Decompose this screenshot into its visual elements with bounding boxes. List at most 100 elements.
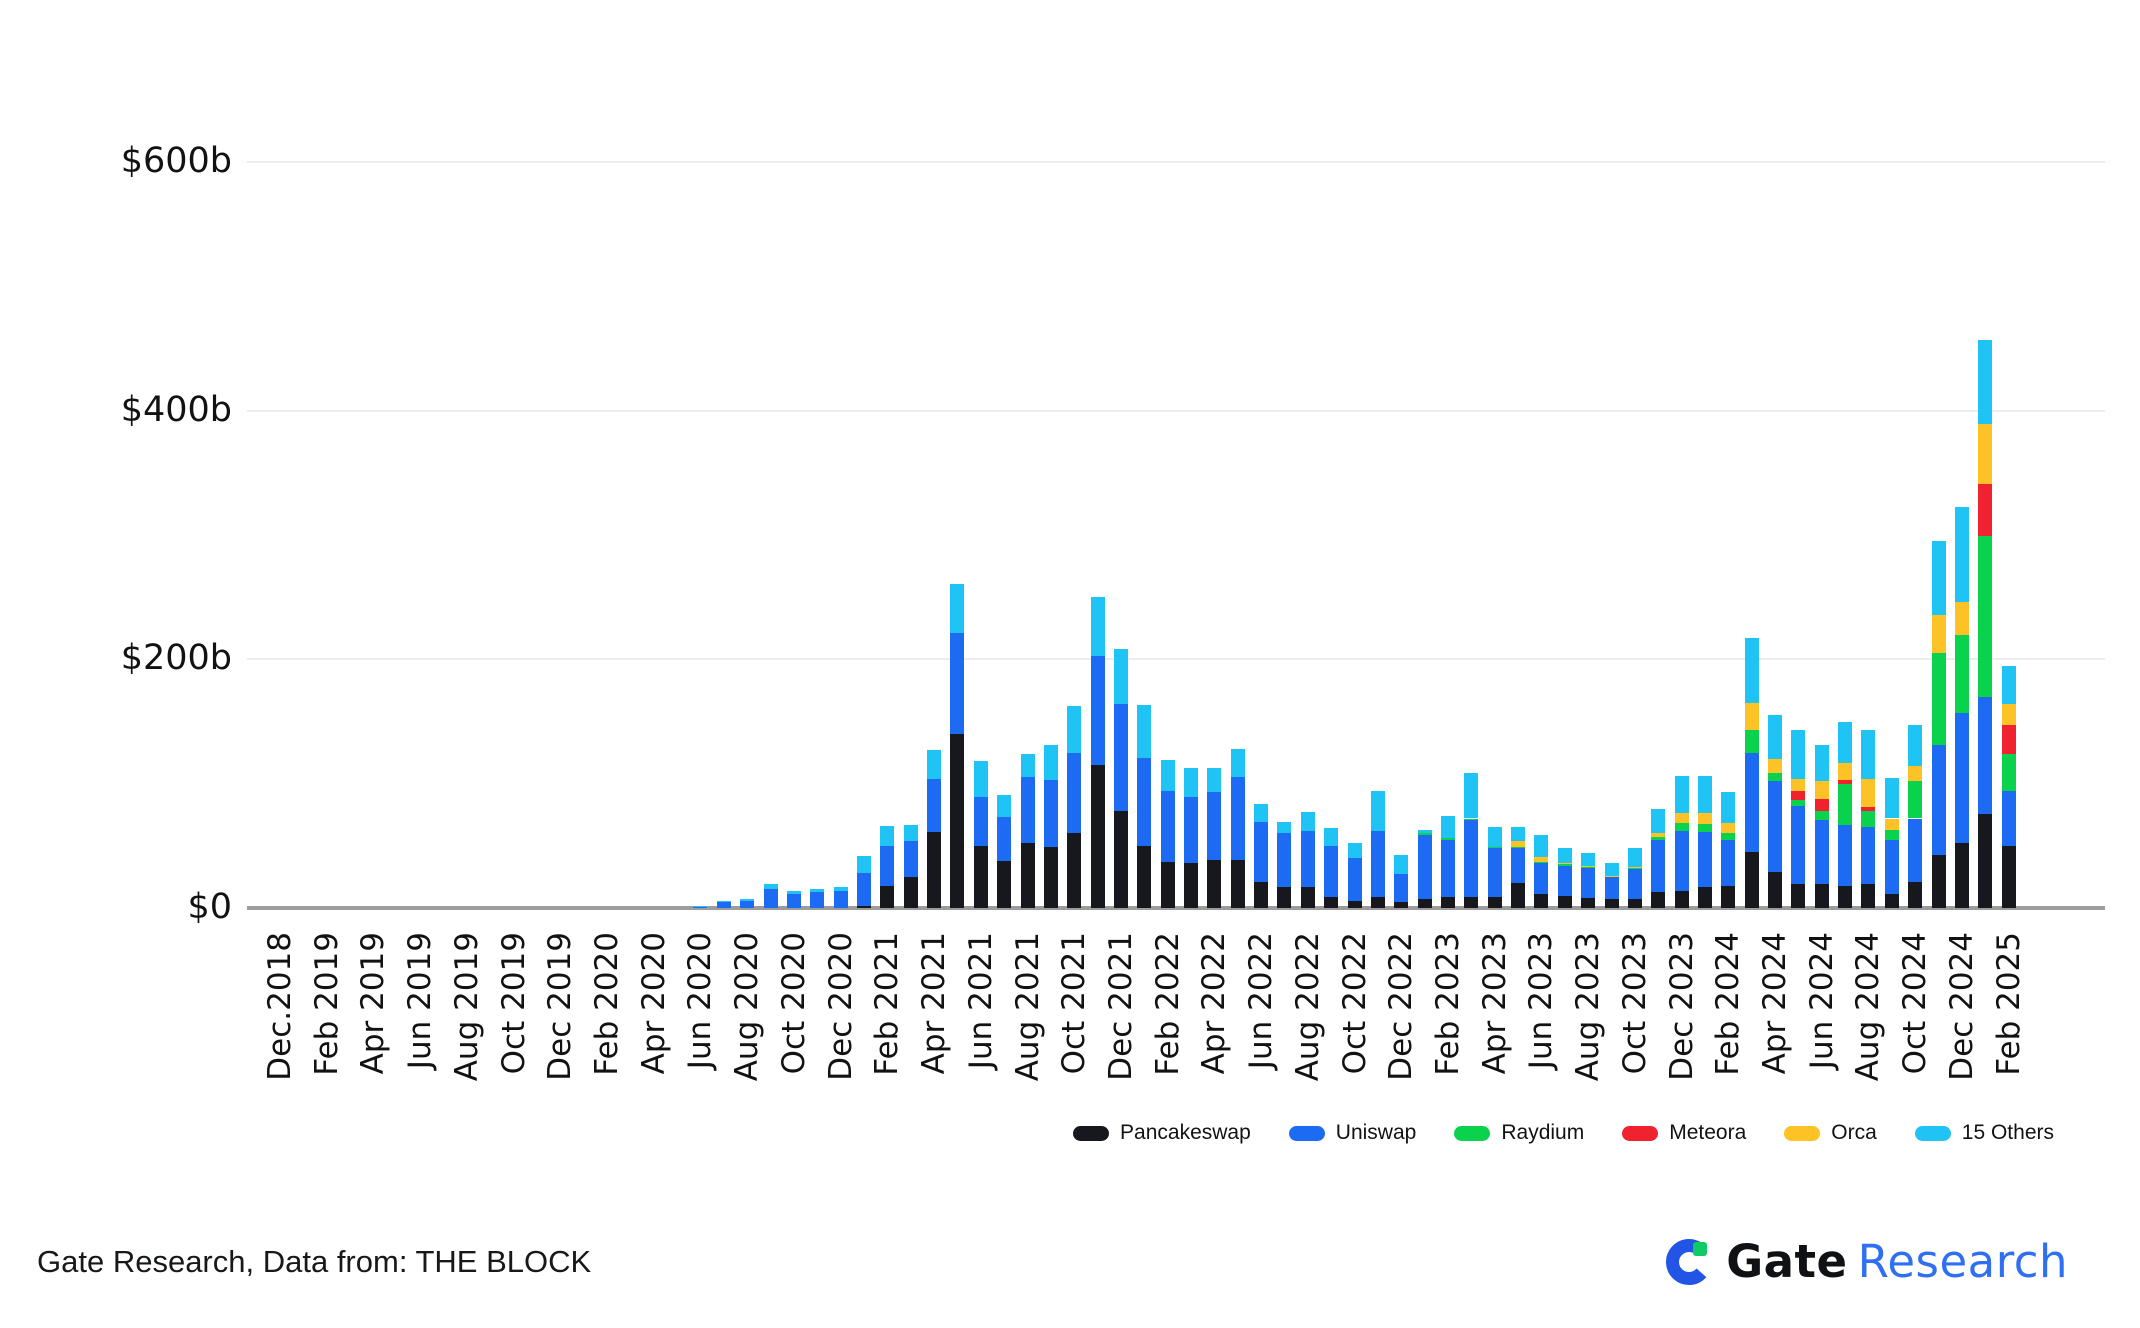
- gate-logo-icon: [1664, 1235, 1716, 1287]
- bar-segment-pancakeswap-Mar-2021: [903, 876, 918, 908]
- x-tick-label-Feb-2023: Feb 2023: [1430, 932, 1466, 1076]
- bar-segment-uniswap-Dec-2020: [833, 891, 848, 908]
- legend-swatch-meteora: [1622, 1125, 1659, 1141]
- bar-segment-uniswap-Mar-2022: [1184, 797, 1199, 864]
- bar-segment-pancakeswap-Mar-2023: [1464, 896, 1479, 908]
- bar-segment-raydium-Apr-2023: [1487, 847, 1502, 849]
- bar-segment-uniswap-Mar-2023: [1464, 819, 1479, 897]
- bar-segment-pancakeswap-Oct-2022: [1347, 900, 1362, 908]
- bar-segment-15-others-Jun-2022: [1254, 803, 1269, 823]
- bar-segment-15-others-Jun-2023: [1534, 835, 1549, 858]
- bar-segment-pancakeswap-Oct-2024: [1908, 881, 1923, 908]
- bar-segment-pancakeswap-Sep-2024: [1884, 894, 1899, 908]
- x-tick-label-Oct-2019: Oct 2019: [495, 932, 532, 1075]
- bar-segment-pancakeswap-Apr-2024: [1768, 871, 1783, 908]
- bar-segment-uniswap-Sep-2023: [1604, 876, 1619, 900]
- bar-segment-pancakeswap-Feb-2025: [2001, 845, 2016, 908]
- x-tick-label-Dec-2018: Dec.2018: [262, 932, 298, 1081]
- bar-segment-15-others-Jul-2024: [1838, 721, 1853, 764]
- bar-segment-raydium-Aug-2024: [1861, 811, 1876, 828]
- bar-segment-orca-Apr-2024: [1768, 758, 1783, 773]
- bar-segment-15-others-Sep-2021: [1043, 744, 1058, 780]
- bar-segment-uniswap-Feb-2021: [880, 845, 895, 886]
- bar-segment-orca-Dec-2024: [1954, 602, 1969, 635]
- bar-segment-uniswap-Apr-2022: [1207, 792, 1222, 860]
- bar-segment-pancakeswap-Jul-2024: [1838, 885, 1853, 908]
- bar-segment-raydium-Oct-2024: [1908, 781, 1923, 819]
- bar-segment-uniswap-May-2024: [1791, 806, 1806, 885]
- legend-swatch-15-others: [1914, 1125, 1951, 1141]
- legend-item-raydium: Raydium: [1454, 1121, 1584, 1145]
- bar-segment-orca-Dec-2023: [1674, 812, 1689, 823]
- x-tick-label-Jun-2021: Jun 2021: [962, 932, 999, 1070]
- x-tick-label-Oct-2022: Oct 2022: [1336, 932, 1373, 1075]
- bar-segment-pancakeswap-Nov-2021: [1090, 765, 1105, 908]
- bar-segment-uniswap-Jul-2022: [1277, 833, 1292, 887]
- x-tick-label-Apr-2019: Apr 2019: [355, 932, 392, 1075]
- bar-segment-uniswap-Apr-2021: [927, 778, 942, 833]
- bar-segment-uniswap-Aug-2022: [1300, 830, 1315, 887]
- bar-segment-uniswap-Feb-2022: [1160, 791, 1175, 862]
- bar-segment-15-others-May-2022: [1230, 748, 1245, 778]
- legend-label: Uniswap: [1335, 1121, 1417, 1144]
- bar-segment-uniswap-Dec-2021: [1113, 704, 1128, 812]
- bar-segment-uniswap-Jul-2020: [716, 902, 731, 908]
- bar-segment-uniswap-Aug-2024: [1861, 827, 1876, 885]
- bar-segment-meteora-May-2024: [1791, 791, 1806, 800]
- x-tick-label-Apr-2024: Apr 2024: [1757, 932, 1794, 1075]
- bar-segment-raydium-Feb-2024: [1721, 832, 1736, 840]
- bar-segment-orca-Jun-2023: [1534, 857, 1549, 862]
- bar-segment-orca-Sep-2024: [1884, 818, 1899, 831]
- bar-segment-uniswap-Sep-2020: [763, 888, 778, 908]
- bar-segment-15-others-Feb-2025: [2001, 665, 2016, 705]
- x-tick-label-Aug-2021: Aug 2021: [1009, 932, 1046, 1082]
- x-tick-label-Aug-2022: Aug 2022: [1289, 932, 1326, 1082]
- bar-segment-pancakeswap-Jul-2023: [1557, 895, 1572, 908]
- x-tick-label-Dec-2023: Dec 2023: [1663, 932, 1700, 1081]
- x-tick-label-Oct-2024: Oct 2024: [1897, 932, 1934, 1075]
- bar-segment-raydium-Feb-2023: [1441, 838, 1455, 840]
- x-tick-label-Aug-2023: Aug 2023: [1570, 932, 1607, 1082]
- bar-segment-pancakeswap-Dec-2021: [1113, 811, 1128, 908]
- bar-segment-meteora-Jan-2025: [1978, 484, 1993, 537]
- bar-segment-15-others-Jan-2022: [1137, 705, 1152, 758]
- bar-segment-15-others-Aug-2024: [1861, 730, 1876, 780]
- bar-segment-orca-Nov-2024: [1931, 614, 1946, 654]
- bar-segment-15-others-Oct-2024: [1908, 724, 1923, 767]
- bar-segment-uniswap-Oct-2020: [786, 893, 801, 908]
- bar-segment-15-others-Dec-2020: [833, 886, 848, 892]
- bar-segment-raydium-Sep-2024: [1884, 830, 1899, 841]
- bar-segment-raydium-Mar-2023: [1464, 818, 1479, 820]
- x-tick-label-Jun-2023: Jun 2023: [1523, 932, 1560, 1070]
- bar-segment-15-others-Jun-2024: [1814, 744, 1829, 781]
- bar-segment-orca-Jun-2024: [1814, 780, 1829, 800]
- bar-segment-raydium-Dec-2023: [1674, 822, 1689, 831]
- bar-segment-15-others-Sep-2023: [1604, 863, 1619, 876]
- bar-segment-raydium-Aug-2023: [1581, 866, 1596, 868]
- bar-segment-uniswap-Nov-2021: [1090, 655, 1105, 766]
- bar-segment-uniswap-Jul-2024: [1838, 824, 1853, 886]
- bar-segment-15-others-Jul-2021: [997, 794, 1012, 818]
- gridline-600b: [247, 161, 2105, 164]
- bar-segment-orca-Feb-2024: [1721, 822, 1736, 833]
- bar-segment-pancakeswap-Jan-2023: [1417, 899, 1432, 908]
- bar-segment-pancakeswap-Jun-2021: [973, 845, 988, 908]
- bar-segment-pancakeswap-Oct-2023: [1627, 899, 1642, 908]
- bar-segment-pancakeswap-Jul-2021: [997, 860, 1012, 908]
- bar-segment-pancakeswap-Feb-2024: [1721, 885, 1736, 908]
- bar-segment-orca-Mar-2024: [1744, 702, 1759, 731]
- bar-segment-15-others-Aug-2020: [740, 898, 755, 901]
- bar-segment-15-others-Aug-2021: [1020, 753, 1035, 778]
- bar-segment-pancakeswap-May-2023: [1511, 883, 1526, 908]
- bar-segment-pancakeswap-Apr-2021: [927, 832, 942, 908]
- bar-segment-uniswap-Oct-2021: [1067, 752, 1082, 834]
- bar-segment-pancakeswap-Aug-2024: [1861, 884, 1876, 908]
- bar-segment-pancakeswap-Jun-2024: [1814, 884, 1829, 908]
- bar-segment-orca-Aug-2023: [1581, 866, 1596, 867]
- bar-segment-uniswap-Jan-2025: [1978, 696, 1993, 814]
- bar-segment-uniswap-Jan-2022: [1137, 757, 1152, 846]
- bar-segment-15-others-Dec-2022: [1394, 854, 1409, 875]
- chart-legend: Pancakeswap Uniswap Raydium Meteora Orca 15 O…: [1073, 1116, 2054, 1150]
- bar-segment-15-others-Aug-2023: [1581, 853, 1596, 867]
